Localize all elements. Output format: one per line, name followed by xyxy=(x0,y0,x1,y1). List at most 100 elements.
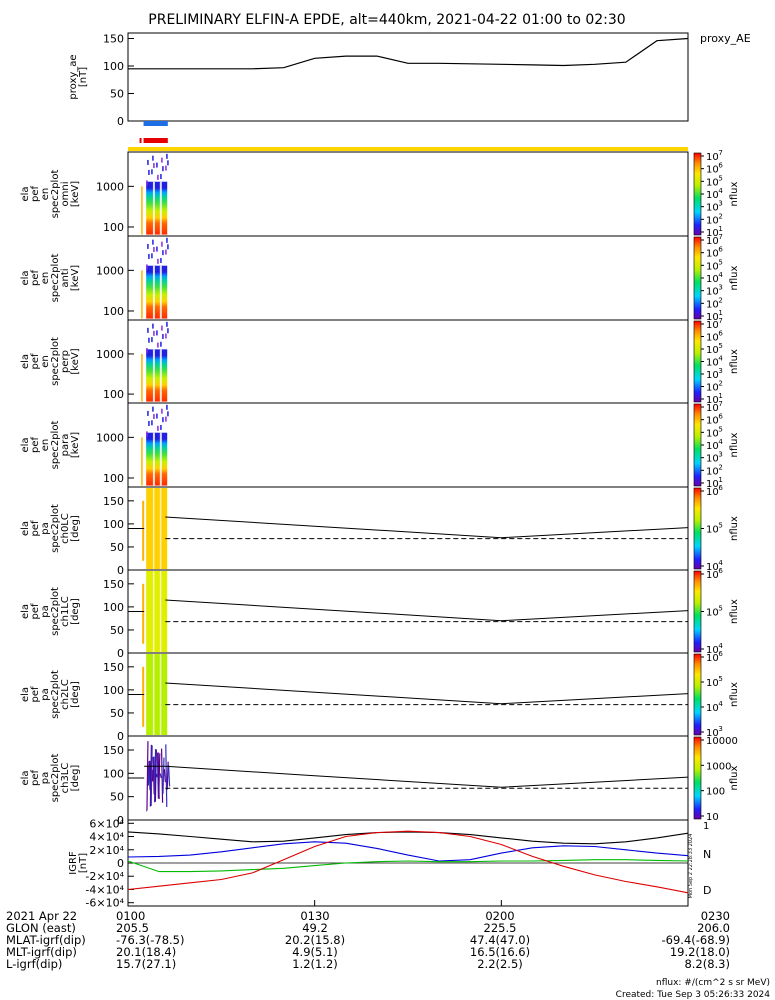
y-axis-label-line: pa xyxy=(40,772,51,784)
colorbar-tick-exponent: 7 xyxy=(718,317,722,325)
y-tick-label: 100 xyxy=(103,518,124,531)
spectrogram-speckle xyxy=(160,341,162,347)
footer-created: Created: Tue Sep 3 05:26:33 2024 xyxy=(616,990,771,1000)
y-axis-label-line: pef xyxy=(30,186,41,203)
y-axis-label-line: spec2plot xyxy=(50,170,61,219)
colorbar-tick-exponent: 1 xyxy=(718,476,722,484)
spectrogram-speckle xyxy=(146,264,148,270)
y-axis-label-line: [deg] xyxy=(70,598,81,625)
spectrogram-speckle xyxy=(166,237,168,243)
colorbar-tick-label: 10 xyxy=(706,479,719,490)
y-axis-label-line: pef xyxy=(30,270,41,287)
spectrogram-speckle xyxy=(146,180,148,186)
spectrogram-gap xyxy=(152,181,155,235)
y-axis-label-line: pa xyxy=(40,522,51,534)
y-axis-label-line: spec2plot xyxy=(50,254,61,303)
panel-frame xyxy=(127,735,689,821)
ephemeris-row-label: MLT-igrf(dip) xyxy=(6,945,77,959)
pitch-angle-trace xyxy=(150,745,153,807)
ephemeris-value: -76.3(-78.5) xyxy=(116,933,184,947)
y-axis-label-line: spec2plot xyxy=(50,504,61,553)
colorbar-tick-exponent: 4 xyxy=(718,187,723,195)
colorbar-label: nflux xyxy=(729,682,740,707)
y-axis-label-line: pef xyxy=(30,353,41,370)
colorbar-tick-exponent: 5 xyxy=(718,342,722,350)
spectrogram-gap xyxy=(159,181,162,235)
spectrogram-speckle xyxy=(148,253,150,259)
igrf-series-line xyxy=(127,841,689,862)
y-axis-label-line: [deg] xyxy=(70,681,81,708)
spectrogram-speckle xyxy=(152,239,154,245)
spectrogram-speckle xyxy=(148,337,150,343)
y-axis-label-line: pef xyxy=(30,437,41,454)
spectrogram-speckle xyxy=(162,333,164,339)
colorbar-tick-label: 10 xyxy=(706,403,719,414)
colorbar-tick-exponent: 6 xyxy=(718,330,723,338)
colorbar-tick-exponent: 5 xyxy=(718,174,722,182)
colorbar-tick-exponent: 4 xyxy=(718,700,723,708)
spectrogram-speckle xyxy=(151,253,153,259)
y-axis-label-line: ela xyxy=(20,437,31,452)
colorbar-tick-label: 10 xyxy=(706,703,719,714)
colorbar-tick-label: 10 xyxy=(706,333,719,344)
ephemeris-value: 205.5 xyxy=(116,921,149,935)
pitch-angle-trace xyxy=(162,757,165,794)
pitch-angle-gap xyxy=(159,571,162,652)
colorbar-tick-exponent: 6 xyxy=(718,484,723,492)
pitch-angle-trace xyxy=(152,756,155,795)
panel-frame xyxy=(127,486,689,571)
pitch-angle-gap xyxy=(159,488,162,569)
y-axis-label-line: [deg] xyxy=(70,765,81,792)
colorbar-tick-label: 10 xyxy=(706,570,719,581)
y-axis-label-line: ela xyxy=(20,186,31,201)
spectrogram-edge xyxy=(141,186,143,235)
igrf-series-line xyxy=(127,830,689,894)
colorbar-tick-exponent: 6 xyxy=(718,246,723,254)
y-axis-label-line: en xyxy=(40,272,51,285)
spectrogram-gap xyxy=(159,432,162,486)
y-axis-label-line: en xyxy=(40,355,51,368)
colorbar-tick-label: 10 xyxy=(706,152,719,163)
colorbar-tick-exponent: 6 xyxy=(718,162,723,170)
ephemeris-value: 4.9(5.1) xyxy=(292,945,338,959)
spectrogram-speckle xyxy=(165,416,167,422)
y-axis-label-line: ela xyxy=(20,687,31,702)
ephemeris-value: 0130 xyxy=(300,909,329,923)
colorbar-tick-label: 10 xyxy=(706,345,719,356)
spectrogram-speckle xyxy=(153,162,155,168)
y-axis-label-line: pef xyxy=(30,770,41,787)
spectrogram-speckle xyxy=(151,337,153,343)
y-axis-label-line: pa xyxy=(40,605,51,617)
y-tick-label: 100 xyxy=(103,388,124,401)
right-label-d: D xyxy=(703,884,711,897)
footer-units: nflux: #/(cm^2 s sr MeV) xyxy=(656,978,770,988)
igrf-series-line xyxy=(127,831,689,845)
colorbar-tick-label: 10 xyxy=(706,395,719,406)
y-tick-label: 150 xyxy=(103,578,124,591)
colorbar-label: nflux xyxy=(729,265,740,290)
spectrogram-speckle xyxy=(146,348,148,354)
colorbar-tick-label: 10 xyxy=(706,236,719,247)
spectrogram-speckle xyxy=(165,333,167,339)
colorbar-tick-exponent: 6 xyxy=(718,567,723,575)
colorbar-tick-label: 10 xyxy=(706,487,719,498)
spectrogram-speckle xyxy=(151,169,153,175)
colorbar-tick-label: 10 xyxy=(706,562,719,573)
spectrogram-speckle xyxy=(166,321,168,327)
y-tick-label: 50 xyxy=(110,88,124,101)
loss-cone-curve xyxy=(165,516,689,539)
colorbar-tick-label: 10 xyxy=(706,358,719,369)
spectrogram-edge xyxy=(141,437,143,486)
spectrogram-speckle xyxy=(151,420,153,426)
spectrogram-speckle xyxy=(156,246,158,252)
y-axis-label-line: ela xyxy=(20,604,31,619)
y-axis-label-line: [keV] xyxy=(70,432,81,458)
spectrogram-speckle xyxy=(156,330,158,336)
colorbar-tick-label: 10 xyxy=(706,215,719,226)
colorbar xyxy=(693,403,702,487)
colorbar-tick-label: 10 xyxy=(706,525,719,536)
spectrogram-gap xyxy=(152,432,155,486)
pitch-angle-trace xyxy=(163,769,166,783)
